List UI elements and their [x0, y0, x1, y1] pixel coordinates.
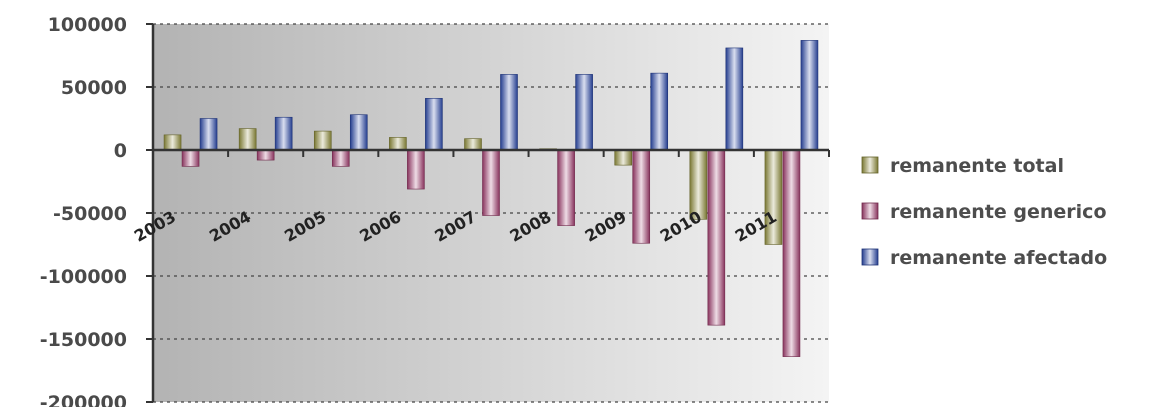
- bar-remanente-generico-2008: [557, 149, 575, 226]
- bar-remanente-afectado-2010: [725, 47, 744, 151]
- bar-remanente-afectado-2003: [199, 118, 218, 151]
- y-tick-label: 100000: [48, 14, 127, 36]
- y-tick-label: -50000: [53, 203, 127, 225]
- legend-label: remanente generico: [890, 201, 1107, 223]
- bar-remanente-total-2004: [238, 128, 257, 151]
- bar-remanente-total-2005: [313, 130, 332, 151]
- bar-remanente-total-2007: [464, 138, 482, 151]
- bar-remanente-generico-2011: [782, 149, 801, 357]
- y-tick-label: -200000: [40, 392, 127, 407]
- bar-remanente-afectado-2008: [575, 74, 593, 151]
- bar-remanente-afectado-2007: [500, 74, 518, 151]
- bar-remanente-afectado-2005: [349, 114, 368, 151]
- legend-label: remanente total: [890, 155, 1064, 177]
- bar-remanente-generico-2009: [632, 149, 651, 244]
- legend-swatch: [861, 202, 879, 220]
- legend-swatch: [861, 156, 879, 174]
- bar-remanente-generico-2007: [482, 149, 500, 216]
- legend-label: remanente afectado: [890, 247, 1107, 269]
- legend-item-remanente-afectado[interactable]: remanente afectado: [861, 247, 1107, 269]
- legend-item-remanente-generico[interactable]: remanente generico: [861, 201, 1107, 223]
- bar-remanente-generico-2004: [256, 149, 275, 161]
- bar-remanente-afectado-2011: [800, 40, 819, 151]
- bar-remanente-total-2009: [614, 149, 633, 166]
- legend[interactable]: remanente total remanente generico remanen…: [861, 155, 1107, 269]
- y-axis-ticks: 100000 50000 0 -50000 -100000 -150000 -200000: [40, 14, 127, 407]
- gridlines: [153, 23, 829, 403]
- y-tick-label: -150000: [40, 329, 127, 351]
- bars: [163, 40, 819, 357]
- axes: [146, 23, 830, 403]
- bar-remanente-generico-2005: [331, 149, 350, 167]
- y-tick-label: -100000: [40, 266, 127, 288]
- bar-remanente-total-2003: [163, 134, 182, 151]
- bar-remanente-afectado-2009: [650, 72, 669, 151]
- bar-remanente-generico-2003: [181, 149, 200, 167]
- bar-remanente-generico-2006: [407, 149, 425, 190]
- bar-remanente-afectado-2004: [274, 116, 293, 151]
- bar-remanente-total-2006: [389, 137, 407, 151]
- legend-item-remanente-total[interactable]: remanente total: [861, 155, 1064, 177]
- y-tick-label: 0: [114, 140, 127, 162]
- y-tick-label: 50000: [61, 77, 127, 99]
- bar-remanente-generico-2010: [707, 149, 726, 326]
- legend-swatch: [861, 248, 879, 266]
- bar-remanente-afectado-2006: [425, 98, 443, 151]
